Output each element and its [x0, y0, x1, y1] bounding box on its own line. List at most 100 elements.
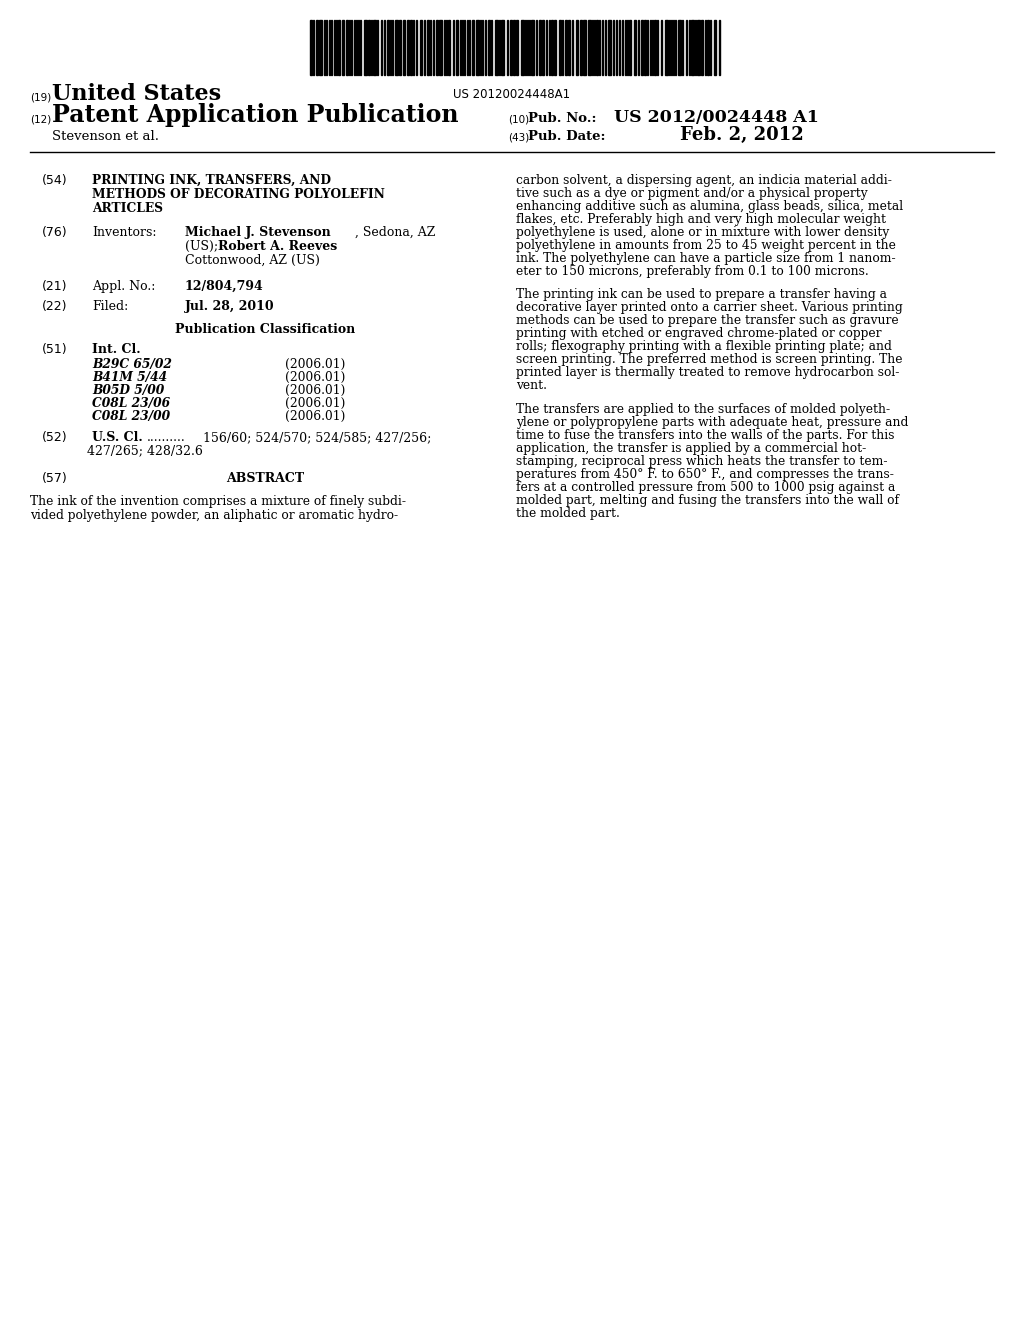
Text: ink. The polyethylene can have a particle size from 1 nanom-: ink. The polyethylene can have a particl…	[516, 252, 896, 265]
Text: Jul. 28, 2010: Jul. 28, 2010	[185, 300, 274, 313]
Bar	[316, 20, 318, 75]
Text: (43): (43)	[508, 132, 529, 143]
Bar	[641, 20, 643, 75]
Text: Patent Application Publication: Patent Application Publication	[52, 103, 459, 127]
Bar	[580, 20, 582, 75]
Text: printed layer is thermally treated to remove hydrocarbon sol-: printed layer is thermally treated to re…	[516, 367, 899, 379]
Bar	[373, 20, 376, 75]
Bar	[395, 20, 398, 75]
Bar	[368, 20, 370, 75]
Text: (21): (21)	[42, 280, 68, 293]
Text: Cottonwood, AZ (US): Cottonwood, AZ (US)	[185, 253, 319, 267]
Text: The printing ink can be used to prepare a transfer having a: The printing ink can be used to prepare …	[516, 288, 887, 301]
Text: Pub. No.:: Pub. No.:	[528, 112, 597, 125]
Text: flakes, etc. Preferably high and very high molecular weight: flakes, etc. Preferably high and very hi…	[516, 213, 886, 226]
Text: (76): (76)	[42, 226, 68, 239]
Bar	[542, 20, 544, 75]
Text: Appl. No.:: Appl. No.:	[92, 280, 156, 293]
Text: (19): (19)	[30, 92, 51, 102]
Text: (54): (54)	[42, 174, 68, 187]
Bar	[420, 20, 422, 75]
Bar	[476, 20, 479, 75]
Bar	[554, 20, 556, 75]
Bar	[531, 20, 534, 75]
Text: tive such as a dye or pigment and/or a physical property: tive such as a dye or pigment and/or a p…	[516, 187, 867, 201]
Bar	[665, 20, 668, 75]
Bar	[654, 20, 656, 75]
Text: Feb. 2, 2012: Feb. 2, 2012	[680, 125, 804, 144]
Bar	[678, 20, 681, 75]
Text: (US);: (US);	[185, 240, 222, 253]
Bar	[644, 20, 646, 75]
Bar	[346, 20, 348, 75]
Text: decorative layer printed onto a carrier sheet. Various printing: decorative layer printed onto a carrier …	[516, 301, 903, 314]
Text: (52): (52)	[42, 432, 68, 444]
Bar	[364, 20, 367, 75]
Bar	[583, 20, 586, 75]
Bar	[403, 20, 406, 75]
Text: US 20120024448A1: US 20120024448A1	[454, 88, 570, 102]
Text: screen printing. The preferred method is screen printing. The: screen printing. The preferred method is…	[516, 354, 902, 367]
Text: 12/804,794: 12/804,794	[185, 280, 264, 293]
Bar	[510, 20, 512, 75]
Bar	[439, 20, 442, 75]
Bar	[521, 20, 524, 75]
Bar	[436, 20, 438, 75]
Text: (22): (22)	[42, 300, 68, 313]
Text: Inventors:: Inventors:	[92, 226, 157, 239]
Bar	[634, 20, 636, 75]
Text: molded part, melting and fusing the transfers into the wall of: molded part, melting and fusing the tran…	[516, 494, 899, 507]
Bar	[608, 20, 611, 75]
Text: (2006.01): (2006.01)	[285, 384, 345, 397]
Bar	[310, 20, 312, 75]
Text: printing with etched or engraved chrome-plated or copper: printing with etched or engraved chrome-…	[516, 327, 882, 341]
Text: C08L 23/00: C08L 23/00	[92, 411, 170, 422]
Bar	[559, 20, 561, 75]
Text: Pub. Date:: Pub. Date:	[528, 129, 605, 143]
Bar	[501, 20, 504, 75]
Bar	[338, 20, 340, 75]
Text: Filed:: Filed:	[92, 300, 128, 313]
Text: METHODS OF DECORATING POLYOLEFIN: METHODS OF DECORATING POLYOLEFIN	[92, 187, 385, 201]
Text: The transfers are applied to the surfaces of molded polyeth-: The transfers are applied to the surface…	[516, 403, 890, 416]
Text: US 2012/0024448 A1: US 2012/0024448 A1	[614, 110, 819, 125]
Bar	[629, 20, 631, 75]
Text: fers at a controlled pressure from 500 to 1000 psig against a: fers at a controlled pressure from 500 t…	[516, 480, 895, 494]
Text: (2006.01): (2006.01)	[285, 397, 345, 411]
Bar	[588, 20, 591, 75]
Text: U.S. Cl.: U.S. Cl.	[92, 432, 142, 444]
Text: (2006.01): (2006.01)	[285, 371, 345, 384]
Text: The ink of the invention comprises a mixture of finely subdi-: The ink of the invention comprises a mix…	[30, 495, 406, 508]
Text: vided polyethylene powder, an aliphatic or aromatic hydro-: vided polyethylene powder, an aliphatic …	[30, 508, 398, 521]
Text: 156/60; 524/570; 524/585; 427/256;: 156/60; 524/570; 524/585; 427/256;	[203, 432, 431, 444]
Text: time to fuse the transfers into the walls of the parts. For this: time to fuse the transfers into the wall…	[516, 429, 895, 442]
Bar	[387, 20, 389, 75]
Text: Stevenson et al.: Stevenson et al.	[52, 129, 159, 143]
Text: PRINTING INK, TRANSFERS, AND: PRINTING INK, TRANSFERS, AND	[92, 174, 331, 187]
Bar	[472, 20, 474, 75]
Bar	[691, 20, 694, 75]
Bar	[551, 20, 553, 75]
Bar	[456, 20, 458, 75]
Text: ARTICLES: ARTICLES	[92, 202, 163, 215]
Text: ylene or polypropylene parts with adequate heat, pressure and: ylene or polypropylene parts with adequa…	[516, 416, 908, 429]
Text: , Sedona, AZ: , Sedona, AZ	[355, 226, 435, 239]
Bar	[565, 20, 567, 75]
Text: (2006.01): (2006.01)	[285, 358, 345, 371]
Bar	[495, 20, 498, 75]
Bar	[516, 20, 518, 75]
Text: Int. Cl.: Int. Cl.	[92, 343, 140, 356]
Bar	[427, 20, 429, 75]
Bar	[342, 20, 344, 75]
Bar	[596, 20, 598, 75]
Bar	[539, 20, 541, 75]
Text: the molded part.: the molded part.	[516, 507, 620, 520]
Bar	[714, 20, 716, 75]
Text: eter to 150 microns, preferably from 0.1 to 100 microns.: eter to 150 microns, preferably from 0.1…	[516, 265, 868, 279]
Text: ..........: ..........	[147, 432, 185, 444]
Text: United States: United States	[52, 83, 221, 106]
Text: B41M 5/44: B41M 5/44	[92, 371, 167, 384]
Text: Publication Classification: Publication Classification	[175, 323, 355, 337]
Text: polyethylene is used, alone or in mixture with lower density: polyethylene is used, alone or in mixtur…	[516, 226, 889, 239]
Text: 427/265; 428/32.6: 427/265; 428/32.6	[87, 444, 203, 457]
